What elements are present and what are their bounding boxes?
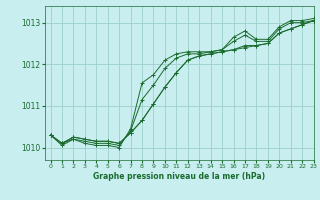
X-axis label: Graphe pression niveau de la mer (hPa): Graphe pression niveau de la mer (hPa)	[93, 172, 265, 181]
